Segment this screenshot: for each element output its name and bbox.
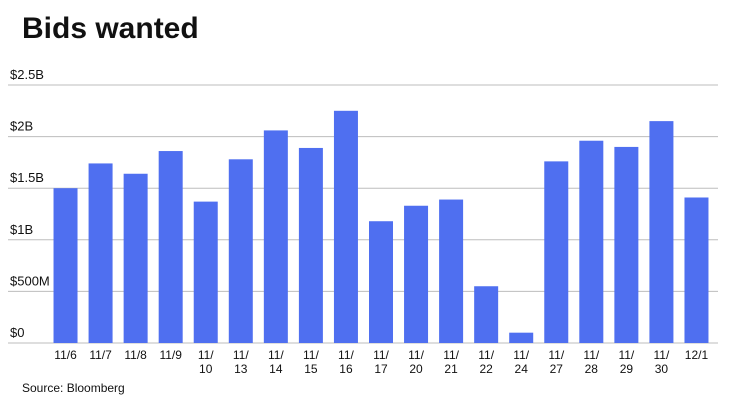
- y-tick-label: $2B: [10, 119, 33, 134]
- bar: [158, 151, 183, 343]
- bar: [439, 199, 464, 343]
- bar: [579, 140, 604, 343]
- x-tick-label-line: 11/: [338, 348, 354, 362]
- x-tick-label-line: 17: [374, 362, 388, 376]
- y-tick-label: $0: [10, 325, 24, 340]
- x-tick-label-line: 20: [409, 362, 423, 376]
- x-tick-label-line: 11/: [654, 348, 670, 362]
- y-tick-label: $2.5B: [10, 67, 44, 82]
- chart-title: Bids wanted: [22, 12, 199, 45]
- x-tick-label-line: 11/: [268, 348, 284, 362]
- x-tick-label: 11/24: [513, 348, 529, 376]
- x-tick-label-line: 24: [515, 362, 529, 376]
- x-tick-label: 11/22: [478, 348, 494, 376]
- x-tick-label-line: 10: [199, 362, 213, 376]
- x-tick-label: 11/20: [408, 348, 424, 376]
- x-tick-label-line: 11/: [198, 348, 214, 362]
- bar: [649, 121, 674, 344]
- x-tick-label-line: 27: [550, 362, 564, 376]
- x-tick-label: 11/6: [54, 348, 77, 362]
- bar: [53, 188, 78, 343]
- x-tick-label-line: 28: [585, 362, 599, 376]
- x-tick-label-line: 15: [304, 362, 318, 376]
- y-tick-label: $1B: [10, 222, 33, 237]
- x-tick-label-line: 13: [234, 362, 248, 376]
- bar: [88, 163, 113, 343]
- x-tick-label: 11/17: [373, 348, 389, 376]
- x-tick-label: 11/16: [338, 348, 354, 376]
- x-tick-label-line: 29: [620, 362, 634, 376]
- x-tick-label-line: 11/: [303, 348, 319, 362]
- x-tick-label-line: 11/: [548, 348, 564, 362]
- x-tick-label: 11/13: [233, 348, 249, 376]
- bar: [228, 159, 253, 343]
- x-tick-label-line: 11/: [513, 348, 529, 362]
- x-tick-label-line: 21: [444, 362, 458, 376]
- bar: [193, 201, 218, 343]
- x-tick-label-line: 16: [339, 362, 353, 376]
- x-tick-label-line: 11/: [618, 348, 634, 362]
- x-tick-label-line: 22: [479, 362, 493, 376]
- x-tick-label-line: 11/: [233, 348, 249, 362]
- x-tick-label: 11/8: [124, 348, 147, 362]
- x-tick-label: 11/7: [89, 348, 112, 362]
- bar: [369, 221, 393, 343]
- x-tick-label: 11/21: [443, 348, 459, 376]
- x-tick-label: 11/14: [268, 348, 284, 376]
- x-tick-label-line: 30: [655, 362, 669, 376]
- x-tick-label: 12/1: [685, 348, 709, 362]
- bar: [404, 205, 429, 343]
- x-tick-label-line: 11/: [443, 348, 459, 362]
- bar: [298, 147, 323, 343]
- bar: [474, 286, 499, 343]
- x-tick-label-line: 14: [269, 362, 283, 376]
- bar: [544, 161, 569, 343]
- bar: [123, 173, 148, 343]
- x-tick-label: 11/30: [654, 348, 670, 376]
- x-tick-label: 11/29: [618, 348, 634, 376]
- x-tick-label: 11/27: [548, 348, 564, 376]
- x-tick-label-line: 11/: [373, 348, 389, 362]
- bar: [684, 197, 709, 343]
- x-tick-label-line: 11/: [583, 348, 599, 362]
- x-tick-label: 11/15: [303, 348, 319, 376]
- x-tick-label-line: 11/: [408, 348, 424, 362]
- x-tick-label: 11/28: [583, 348, 599, 376]
- x-tick-label-line: 11/: [478, 348, 494, 362]
- bar: [614, 146, 639, 343]
- y-tick-label: $500M: [10, 273, 50, 288]
- bar: [333, 110, 358, 343]
- x-tick-label: 11/9: [159, 348, 182, 362]
- y-tick-label: $1.5B: [10, 170, 44, 185]
- bar: [509, 332, 534, 343]
- x-tick-label: 11/10: [198, 348, 214, 376]
- bar: [263, 130, 288, 343]
- source-note: Source: Bloomberg: [22, 381, 125, 395]
